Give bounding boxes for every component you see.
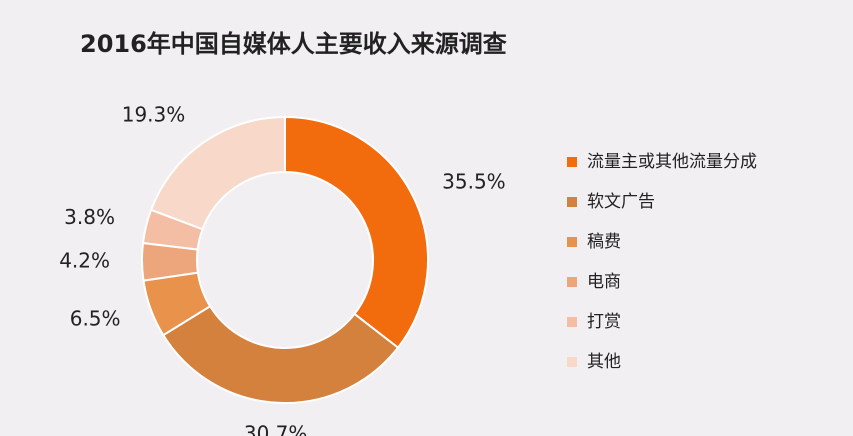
donut-slice <box>284 115 429 350</box>
legend-swatch <box>567 277 577 287</box>
legend-swatch <box>567 317 577 327</box>
legend-label: 打赏 <box>587 312 621 332</box>
legend-label: 流量主或其他流量分成 <box>587 152 757 172</box>
value-label: 30.7% <box>244 421 308 436</box>
legend-swatch <box>567 237 577 247</box>
legend-label: 软文广告 <box>587 192 655 212</box>
donut-slice <box>161 304 400 404</box>
value-label: 3.8% <box>64 205 115 229</box>
legend-swatch <box>567 357 577 367</box>
legend-label: 电商 <box>587 272 621 292</box>
value-label: 35.5% <box>442 170 506 194</box>
donut-slice <box>149 115 286 231</box>
legend-swatch <box>567 157 577 167</box>
value-label: 6.5% <box>70 306 121 330</box>
value-label: 4.2% <box>59 249 110 273</box>
value-label: 19.3% <box>122 103 186 127</box>
chart-title: 2016年中国自媒体人主要收入来源调查 <box>80 30 507 58</box>
legend-label: 稿费 <box>587 232 621 252</box>
legend-label: 其他 <box>587 352 621 372</box>
legend-swatch <box>567 197 577 207</box>
